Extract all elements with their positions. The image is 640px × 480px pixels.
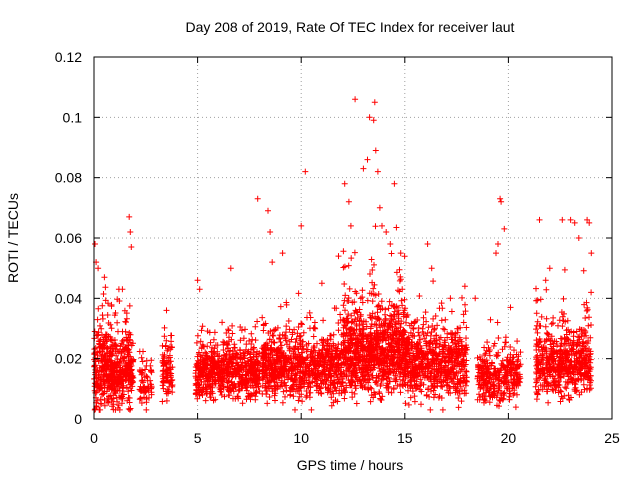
scatter-marks (91, 96, 595, 413)
y-tick-label: 0.04 (55, 290, 82, 306)
y-tick-label: 0 (74, 411, 82, 427)
x-tick-label: 0 (90, 430, 98, 446)
x-tick-labels: 0 5 10 15 20 25 (90, 430, 620, 446)
y-axis-label: ROTI / TECUs (5, 193, 21, 283)
y-tick-label: 0.12 (55, 49, 82, 65)
axis-ticks (93, 56, 613, 420)
chart-title: Day 208 of 2019, Rate Of TEC Index for r… (186, 19, 515, 35)
x-tick-label: 5 (194, 430, 202, 446)
y-tick-label: 0.08 (55, 170, 82, 186)
grid-lines (94, 57, 612, 419)
x-tick-label: 10 (293, 430, 309, 446)
y-tick-label: 0.02 (55, 351, 82, 367)
x-tick-label: 15 (397, 430, 413, 446)
y-tick-labels: 0 0.02 0.04 0.06 0.08 0.1 0.12 (55, 49, 82, 427)
y-tick-label: 0.06 (55, 230, 82, 246)
x-axis-label: GPS time / hours (297, 457, 404, 473)
data-points (91, 96, 595, 413)
y-tick-label: 0.1 (63, 109, 83, 125)
x-tick-label: 25 (604, 430, 620, 446)
x-tick-label: 20 (501, 430, 517, 446)
